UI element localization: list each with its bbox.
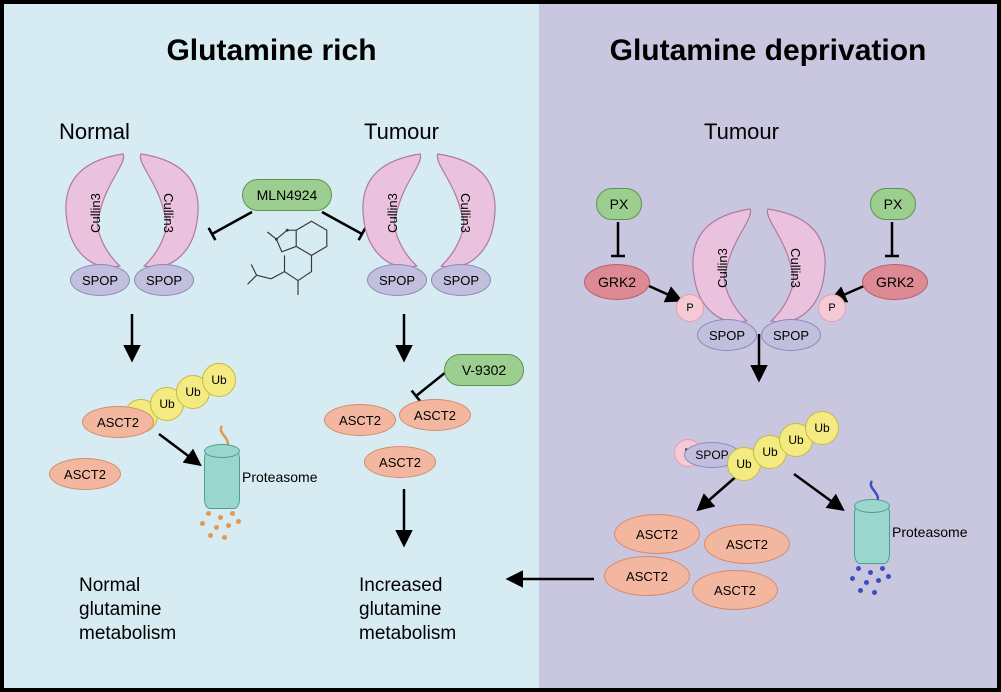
proteasome-dot-0-4 — [214, 525, 219, 530]
proteasome-dot-0-6 — [236, 519, 241, 524]
mln4924-structure — [244, 214, 364, 329]
svg-text:Cullin3: Cullin3 — [88, 193, 103, 233]
asct2-2: ASCT2 — [324, 404, 396, 436]
drug-pill-px-3: PX — [870, 188, 916, 220]
svg-text:Cullin3: Cullin3 — [161, 193, 176, 233]
spop-left-normal: SPOP — [70, 264, 130, 296]
asct2-0: ASCT2 — [82, 406, 154, 438]
proteasome-dot-1-7 — [858, 588, 863, 593]
svg-text:Cullin3: Cullin3 — [458, 193, 473, 233]
proteasome-0 — [204, 449, 240, 509]
proteasome-1 — [854, 504, 890, 564]
outcome-normal: Normal glutamine metabolism — [79, 574, 176, 645]
inhibit-line — [885, 222, 899, 256]
asct2-3: ASCT2 — [399, 399, 471, 431]
proteasome-dot-0-7 — [208, 533, 213, 538]
proteasome-dot-1-3 — [850, 576, 855, 581]
proteasome-dot-1-6 — [886, 574, 891, 579]
spop-right-normal: SPOP — [134, 264, 194, 296]
drug-pill-px-2: PX — [596, 188, 642, 220]
svg-text:Cullin3: Cullin3 — [715, 248, 730, 288]
proteasome-top-1 — [854, 499, 890, 513]
asct2-7: ASCT2 — [604, 556, 690, 596]
proteasome-label-0: Proteasome — [242, 469, 317, 485]
proteasome-dot-0-0 — [206, 511, 211, 516]
proteasome-dot-0-1 — [218, 515, 223, 520]
ub-0-3: Ub — [202, 363, 236, 397]
spop-left-tumourL: SPOP — [367, 264, 427, 296]
inhibit-line — [412, 372, 446, 401]
proteasome-dot-1-0 — [856, 566, 861, 571]
proteasome-dot-0-5 — [226, 523, 231, 528]
asct2-4: ASCT2 — [364, 446, 436, 478]
arrow — [649, 286, 680, 300]
arrow — [794, 474, 842, 509]
svg-text:Cullin3: Cullin3 — [385, 193, 400, 233]
asct2-1: ASCT2 — [49, 458, 121, 490]
arrow — [159, 434, 199, 464]
p-circle-0: P — [676, 294, 704, 322]
grk2-0: GRK2 — [584, 264, 650, 300]
proteasome-dot-1-8 — [872, 590, 877, 595]
asct2-8: ASCT2 — [692, 570, 778, 610]
proteasome-dot-0-2 — [230, 511, 235, 516]
ub-1-3: Ub — [805, 411, 839, 445]
proteasome-dot-0-8 — [222, 535, 227, 540]
proteasome-top-0 — [204, 444, 240, 458]
spop-left-tumourR: SPOP — [697, 319, 757, 351]
outcome-increased: Increased glutamine metabolism — [359, 574, 456, 645]
asct2-6: ASCT2 — [704, 524, 790, 564]
proteasome-label-1: Proteasome — [892, 524, 967, 540]
spop-right-tumourR: SPOP — [761, 319, 821, 351]
p-circle-1: P — [818, 294, 846, 322]
drug-pill-mln4924-0: MLN4924 — [242, 179, 332, 211]
proteasome-dot-1-5 — [876, 578, 881, 583]
proteasome-dot-1-4 — [864, 580, 869, 585]
svg-text:Cullin3: Cullin3 — [788, 248, 803, 288]
arrow — [699, 474, 739, 509]
proteasome-dot-1-2 — [880, 566, 885, 571]
inhibit-line — [611, 222, 625, 256]
asct2-5: ASCT2 — [614, 514, 700, 554]
diagram-frame: Glutamine rich Glutamine deprivation Nor… — [0, 0, 1001, 692]
proteasome-dot-0-3 — [200, 521, 205, 526]
grk2-1: GRK2 — [862, 264, 928, 300]
proteasome-dot-1-1 — [868, 570, 873, 575]
drug-pill-v9302-1: V-9302 — [444, 354, 524, 386]
spop-right-tumourL: SPOP — [431, 264, 491, 296]
